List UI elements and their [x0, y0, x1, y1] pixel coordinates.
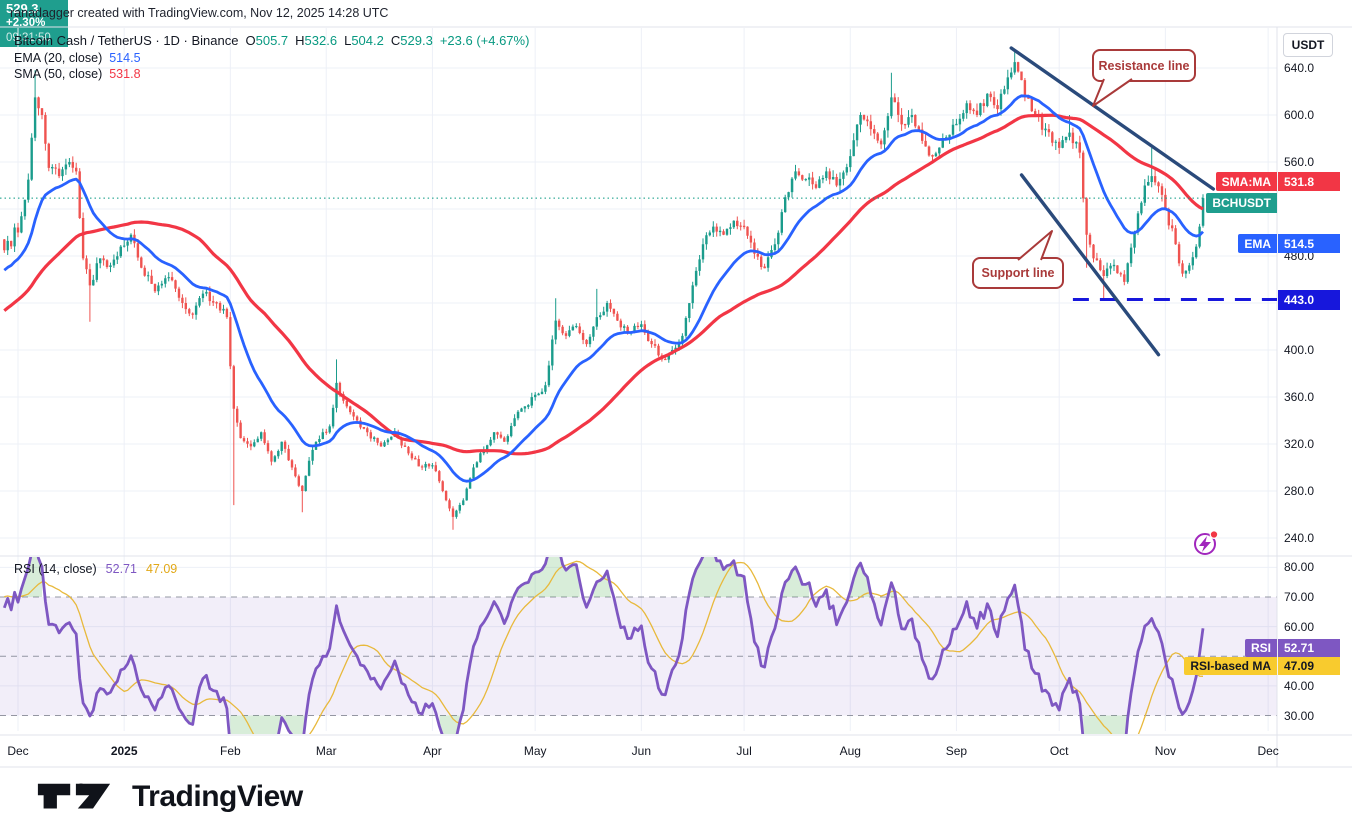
- time-tick-label: Dec: [1257, 744, 1279, 758]
- bar-countdown: 09:31:50: [6, 32, 51, 44]
- support-callout[interactable]: Support line: [972, 257, 1064, 289]
- ema-axis-value: 514.5: [1278, 234, 1340, 253]
- last-price-change: +2.30%: [6, 17, 46, 29]
- time-tick-label: 2025: [110, 744, 138, 758]
- high-value: 532.6: [304, 33, 338, 48]
- sma-legend-row[interactable]: SMA (50, close) 531.8: [14, 67, 141, 81]
- rsi-tick-label: 70.00: [1284, 590, 1315, 604]
- rsi-pane: [2, 535, 1205, 772]
- price-tick-label: 400.0: [1284, 343, 1315, 357]
- open-value: 505.7: [255, 33, 289, 48]
- rsi-legend-row[interactable]: RSI (14, close) 52.71 47.09: [14, 562, 177, 576]
- rsi-axis-label: RSI: [1244, 639, 1277, 657]
- time-tick-label: Jul: [736, 744, 752, 758]
- symbol-header[interactable]: Bitcoin Cash / TetherUS · 1D · Binance O…: [14, 33, 529, 48]
- last-price-value: 529.3: [6, 1, 39, 16]
- symbol-axis-label: BCHUSDT: [1206, 193, 1277, 213]
- down-candle-wicks: [3, 61, 1183, 530]
- rsi-line[interactable]: [2, 535, 1205, 772]
- ema-legend-row[interactable]: EMA (20, close) 514.5: [14, 51, 141, 65]
- price-tick-label: 600.0: [1284, 108, 1315, 122]
- time-tick-label: Nov: [1154, 744, 1177, 758]
- high-label: H: [295, 33, 305, 48]
- sma-legend-label: SMA (50, close): [14, 67, 103, 81]
- price-tick-label: 240.0: [1284, 531, 1315, 545]
- close-value: 529.3: [400, 33, 433, 48]
- price-tick-label: 320.0: [1284, 437, 1315, 451]
- open-label: O: [245, 33, 256, 48]
- close-label: C: [390, 33, 401, 48]
- rsi-tick-label: 30.00: [1284, 708, 1315, 723]
- change-value: +23.6 (+4.67%): [439, 33, 530, 48]
- time-tick-label: Oct: [1049, 744, 1069, 758]
- rsi-tick-label: 40.00: [1284, 678, 1315, 693]
- sma-axis-value: 531.8: [1278, 172, 1340, 191]
- last-price-axis-box: 529.3 +2.30% 09:31:50: [0, 0, 68, 47]
- time-tick-label: Sep: [945, 744, 968, 758]
- ema-20-line[interactable]: [3, 94, 1205, 483]
- tradingview-logo-text: TradingView: [132, 780, 303, 813]
- price-tick-label: 280.0: [1284, 484, 1315, 498]
- price-tick-label: 560.0: [1284, 155, 1315, 169]
- price-tick-label: 640.0: [1284, 61, 1315, 75]
- low-label: L: [344, 33, 352, 48]
- tradingview-logo[interactable]: TradingView: [36, 780, 303, 814]
- currency-selector[interactable]: USDT: [1283, 33, 1333, 57]
- ema-axis-label: EMA: [1238, 234, 1277, 253]
- time-tick-label: Mar: [315, 744, 337, 758]
- resistance-trendline[interactable]: [1009, 46, 1216, 191]
- low-value: 504.2: [351, 33, 384, 48]
- down-candle-bodies: [3, 62, 1184, 517]
- sma-axis-label: SMA:MA: [1215, 172, 1277, 191]
- sma-50-line[interactable]: [3, 113, 1204, 456]
- time-tick-label: Jun: [631, 744, 652, 758]
- support-trendline[interactable]: [1019, 173, 1161, 357]
- symbol-title: Bitcoin Cash / TetherUS · 1D · Binance: [14, 33, 239, 48]
- rsi-ma-axis-label: RSI-based MA: [1184, 657, 1277, 675]
- tradingview-logo-mark: [37, 783, 111, 809]
- rsi-legend-label: RSI (14, close): [14, 562, 97, 576]
- time-tick-label: Dec: [7, 744, 29, 758]
- rsi-axis-value: 52.71: [1278, 639, 1340, 657]
- time-tick-label: Apr: [423, 744, 442, 758]
- sma-legend-value: 531.8: [109, 67, 141, 81]
- rsi-legend-value: 52.71: [105, 562, 137, 576]
- time-tick-label: Feb: [220, 744, 241, 758]
- support-level-axis-value: 443.0: [1278, 290, 1340, 310]
- price-tick-label: 360.0: [1284, 390, 1315, 404]
- ema-legend-label: EMA (20, close): [14, 51, 103, 65]
- time-tick-label: Aug: [839, 744, 861, 758]
- flash-ideas-button[interactable]: [1194, 530, 1219, 555]
- ema-legend-value: 514.5: [109, 51, 141, 65]
- rsi-ma-axis-value: 47.09: [1278, 657, 1340, 675]
- credit-text: ranadagger created with TradingView.com,…: [10, 6, 389, 20]
- price-pane: [0, 46, 1277, 530]
- rsi-tick-label: 60.00: [1284, 619, 1315, 634]
- rsi-tick-label: 80.00: [1284, 560, 1315, 575]
- resistance-callout[interactable]: Resistance line: [1092, 49, 1196, 82]
- time-tick-label: May: [523, 744, 547, 758]
- up-candle-bodies: [6, 62, 1205, 517]
- rsi-ma-legend-value: 47.09: [145, 562, 178, 576]
